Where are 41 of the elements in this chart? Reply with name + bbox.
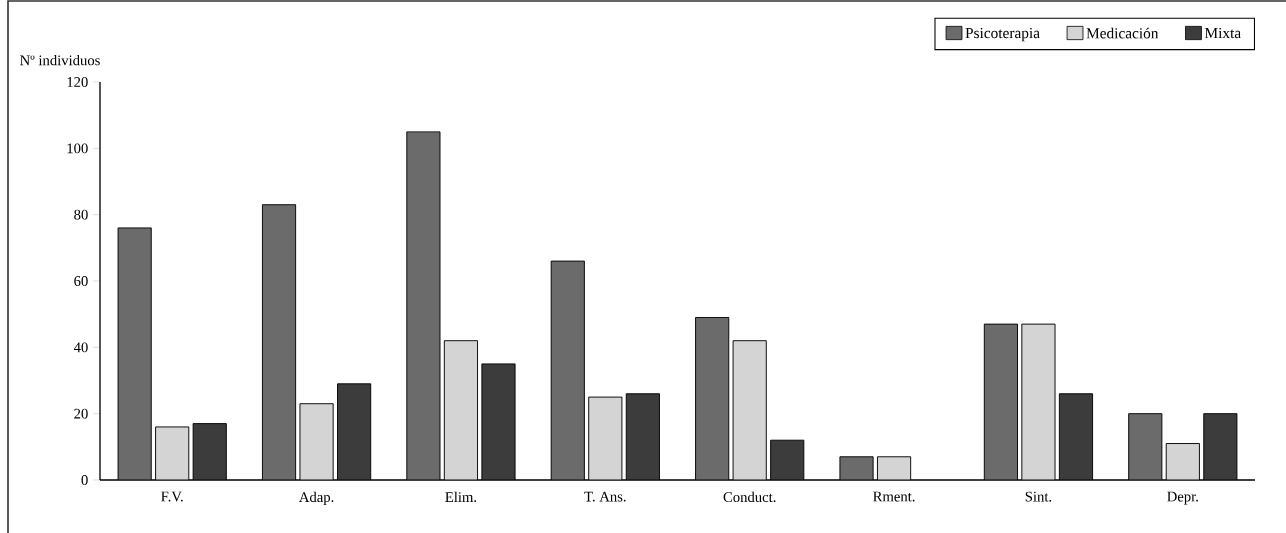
bar bbox=[337, 383, 372, 480]
bar bbox=[1021, 323, 1056, 480]
bar bbox=[732, 340, 767, 480]
bar bbox=[117, 227, 152, 480]
x-tick-label: Rment. bbox=[873, 491, 915, 502]
y-tick-label: 120 bbox=[67, 77, 88, 87]
bar bbox=[481, 363, 516, 480]
bar bbox=[406, 131, 441, 480]
x-tick-label: Elim. bbox=[445, 491, 477, 503]
bar bbox=[1165, 443, 1200, 480]
bar bbox=[770, 439, 805, 480]
bar bbox=[261, 204, 297, 480]
bar bbox=[625, 393, 660, 480]
x-tick-label: F.V. bbox=[161, 491, 183, 502]
bar bbox=[983, 323, 1018, 480]
bar bbox=[299, 403, 334, 480]
x-tick-label: Adap. bbox=[298, 491, 334, 505]
legend-label: Psicoterapia bbox=[965, 27, 1040, 42]
bar bbox=[1058, 393, 1094, 480]
legend-label: Medicación bbox=[1086, 27, 1159, 39]
x-tick-label: Depr. bbox=[1167, 491, 1198, 505]
y-tick-label: 20 bbox=[74, 408, 88, 419]
legend-label: Mixta bbox=[1204, 27, 1241, 39]
x-tick-label: Conduct. bbox=[723, 491, 776, 503]
bar bbox=[550, 260, 585, 480]
bar bbox=[1128, 413, 1163, 480]
bar bbox=[1203, 413, 1238, 480]
bar bbox=[695, 317, 730, 480]
bar bbox=[876, 456, 912, 480]
x-tick-label: Sint. bbox=[1025, 491, 1052, 502]
y-tick-label: 40 bbox=[73, 342, 88, 353]
bar bbox=[588, 396, 623, 480]
y-axis-title: Nº individuos bbox=[20, 54, 100, 66]
y-tick-label: 80 bbox=[74, 209, 88, 220]
bar bbox=[443, 340, 479, 480]
y-tick-label: 100 bbox=[67, 143, 88, 154]
y-tick-label: 0 bbox=[81, 475, 88, 485]
x-tick-label: T. Ans. bbox=[584, 491, 626, 502]
bar bbox=[155, 426, 190, 480]
y-tick-label: 60 bbox=[74, 276, 88, 286]
bar bbox=[192, 423, 227, 480]
